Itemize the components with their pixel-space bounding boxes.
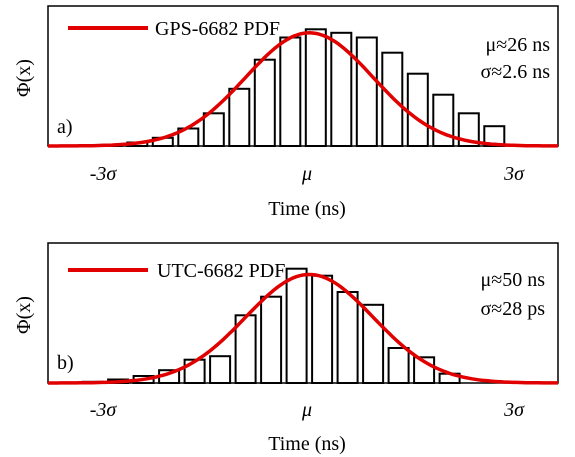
histogram-bar: [285, 267, 308, 385]
histogram-bar: [260, 295, 283, 385]
stat-sigma: σ≈28 ps: [480, 298, 545, 320]
histogram-bar: [209, 355, 232, 385]
histogram-bar: [432, 93, 455, 147]
pdf-curve: [48, 272, 558, 385]
histogram-bar: [406, 72, 429, 147]
x-axis-label: Time (ns): [268, 433, 346, 455]
legend-label: UTC-6682 PDF: [157, 260, 285, 282]
histogram-bars: [100, 28, 506, 148]
x-tick-label-minus-3sigma: -3σ: [90, 399, 118, 421]
histogram-bar: [279, 36, 302, 147]
histogram-bar: [457, 112, 480, 148]
x-tick-label-minus-3sigma: -3σ: [90, 163, 118, 185]
histogram-bar: [336, 291, 359, 384]
y-axis-label: Φ(x): [13, 296, 35, 334]
histogram-bar: [202, 112, 225, 148]
x-tick-label-plus-3sigma: 3σ: [503, 163, 525, 185]
histogram-bar: [330, 31, 353, 147]
histogram-bar: [355, 36, 378, 147]
stat-mu: μ≈26 ns: [486, 34, 551, 56]
legend-label: GPS-6682 PDF: [155, 18, 280, 40]
chart-panel-b: UTC-6682 PDF μ≈50 ns σ≈28 ps b) Φ(x) -3σ…: [13, 242, 559, 455]
histogram-bar: [387, 347, 410, 384]
pdf-curve: [48, 31, 558, 148]
x-tick-label-mu: μ: [301, 399, 312, 421]
histogram-bar: [228, 87, 251, 148]
x-tick-label-mu: μ: [301, 163, 312, 185]
stat-sigma: σ≈2.6 ns: [480, 61, 550, 83]
histogram-bar: [253, 58, 276, 148]
x-tick-label-plus-3sigma: 3σ: [503, 399, 525, 421]
stat-mu: μ≈50 ns: [481, 269, 546, 291]
y-axis-label: Φ(x): [13, 59, 35, 97]
histogram-bar: [304, 28, 327, 147]
chart-panel-a: GPS-6682 PDF μ≈26 ns σ≈2.6 ns a) Φ(x) -3…: [13, 5, 559, 220]
x-axis-label: Time (ns): [268, 198, 346, 220]
panel-label: b): [57, 352, 74, 374]
panel-label: a): [57, 116, 73, 138]
histogram-bar: [311, 274, 334, 385]
